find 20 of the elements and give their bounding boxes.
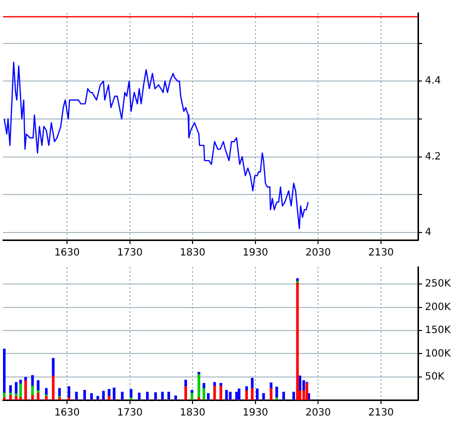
x-tick-label: 1630 [54, 248, 80, 259]
y-tick-label: 150K [425, 325, 452, 336]
y-tick-label: 4.4 [425, 76, 441, 87]
x-tick-label: 1830 [180, 408, 206, 419]
y-tick-label: 4 [425, 227, 432, 238]
y-tick-label: 100K [425, 348, 452, 360]
x-tick-label: 1930 [242, 408, 268, 419]
y-tick-label: 4.2 [425, 151, 441, 162]
x-tick-label: 2030 [305, 248, 331, 259]
y-tick-label: 50K [425, 371, 445, 382]
x-tick-label: 2030 [305, 408, 331, 419]
x-tick-label: 2130 [368, 248, 394, 259]
x-tick-label: 1730 [117, 408, 143, 419]
x-tick-label: 1830 [180, 248, 206, 259]
y-tick-label: 250K [425, 278, 452, 290]
x-tick-label: 1730 [117, 248, 143, 259]
x-tick-label: 1630 [54, 408, 80, 419]
y-tick-label: 200K [425, 302, 452, 313]
x-tick-label: 1930 [242, 248, 268, 259]
x-tick-label: 2130 [368, 408, 394, 419]
